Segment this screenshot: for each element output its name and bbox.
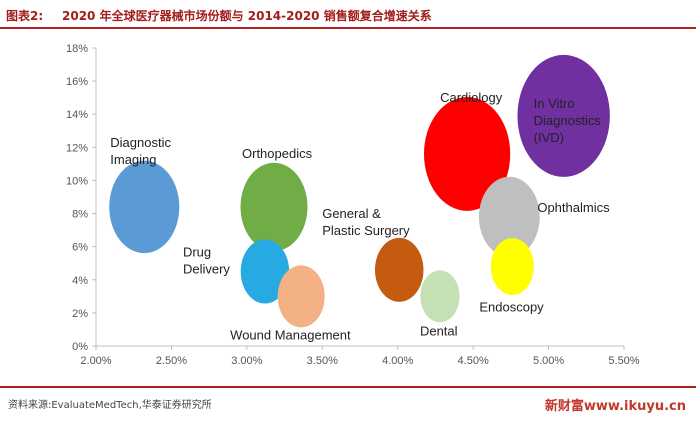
figure-number: 图表2: [6,9,44,23]
top-divider [0,27,696,29]
bubble-in-vitro [517,54,610,177]
source-note: 资料来源:EvaluateMedTech,华泰证券研究所 [8,400,212,411]
x-tick-label: 5.00% [533,355,564,367]
y-tick-label: 12% [66,142,88,154]
bubble-diagnostic [109,160,180,254]
bubble-dental [420,270,460,323]
x-tick-label: 3.00% [231,355,262,367]
y-tick-label: 8% [72,209,88,221]
figure-header: 图表2: 2020 年全球医疗器械市场份额与 2014-2020 销售额复合增速… [0,0,700,30]
data-label: Cardiology [440,90,503,105]
bubble-chart: 0% 2% 4% 6% 8% 10% 12% 14% 16% 18% 2.00% 2.50% 3.00%… [66,43,640,367]
data-label: Diagnostic Imaging [110,135,171,167]
y-tick-label: 0% [72,341,88,353]
x-tick-label: 3.50% [307,355,338,367]
watermark: 新财富www.ikuyu.cn [544,399,686,414]
x-tick-label: 4.50% [458,355,489,367]
y-tick-label: 2% [72,308,88,320]
y-tick-label: 14% [66,109,88,121]
x-tick-label: 5.50% [608,355,639,367]
bubble-wound-management [277,265,325,328]
y-tick-label: 10% [66,175,88,187]
y-tick-label: 18% [66,43,88,55]
data-label: In Vitro Diagnostics (IVD) [534,96,602,145]
figure-title: 2020 年全球医疗器械市场份额与 2014-2020 销售额复合增速关系 [62,9,432,23]
y-tick-label: 6% [72,242,88,254]
data-label: Ophthalmics [537,200,610,215]
data-label: Endoscopy [479,300,544,315]
data-label: Wound Management [230,327,351,342]
bubble-cardiology [423,97,511,211]
data-label: Drug Delivery [183,245,230,277]
data-label: Dental [420,323,458,338]
bubble-orthopedics [240,162,308,252]
y-tick-label: 4% [72,275,88,287]
bubble-general [374,237,424,302]
data-label: General & Plastic Surgery [322,206,410,238]
bubble-endoscopy [490,238,534,295]
data-label: Orthopedics [242,146,313,161]
x-tick-label: 2.00% [80,355,111,367]
bottom-divider [0,386,696,388]
y-tick-label: 16% [66,76,88,88]
x-tick-label: 4.00% [382,355,413,367]
bubble-ophthalmics [478,176,540,258]
x-tick-label: 2.50% [156,355,187,367]
bubble-drug [240,239,290,304]
